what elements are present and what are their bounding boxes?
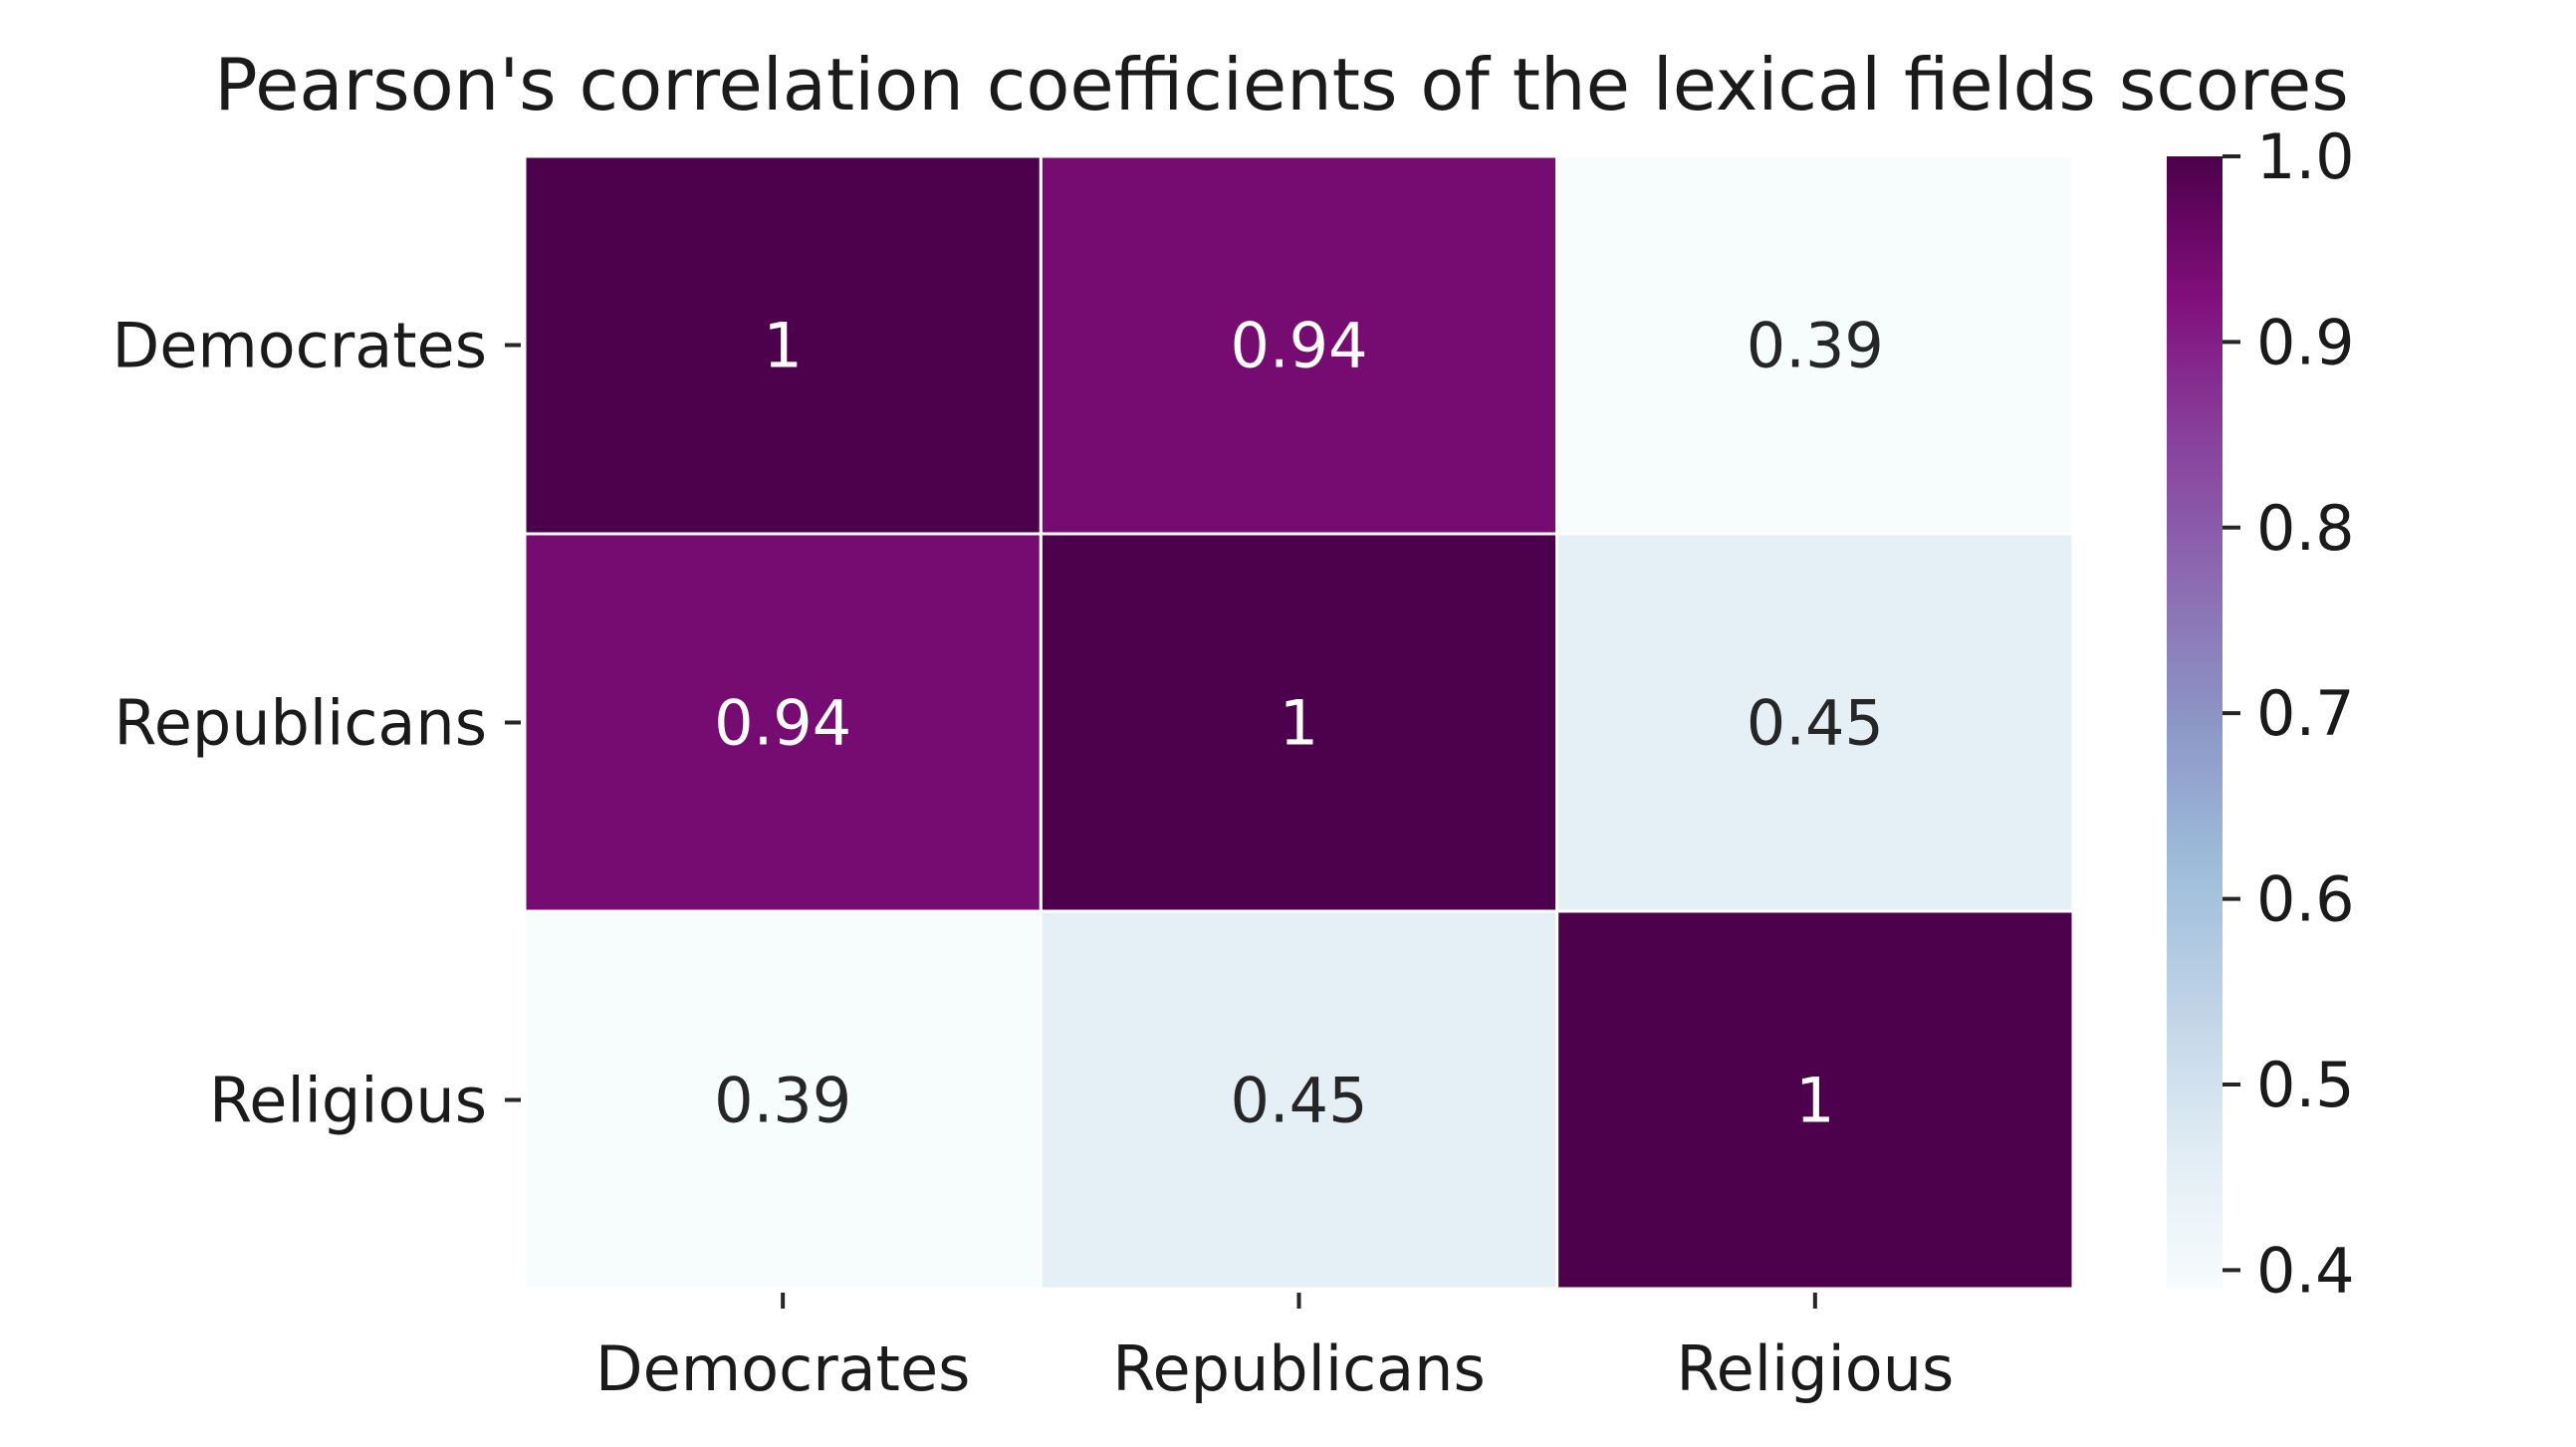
x-axis: Democrates Republicans Religious — [595, 1293, 1954, 1405]
colorbar-tick-label: 1.0 — [2256, 121, 2355, 193]
cell-value-label: 1 — [763, 310, 802, 382]
colorbar-gradient — [2167, 156, 2223, 1289]
y-tick-label: Religious — [209, 1065, 487, 1137]
cell-value-label: 0.39 — [1747, 310, 1884, 382]
heatmap-cell — [523, 909, 1043, 1291]
heatmap-cell — [1555, 154, 2075, 536]
cell-value-label: 0.94 — [1230, 310, 1367, 382]
colorbar-tick-label: 0.7 — [2256, 677, 2355, 750]
heatmap-cell — [1039, 532, 1559, 913]
cell-value-label: 1 — [1280, 687, 1318, 760]
cell-value-label: 0.45 — [1747, 687, 1884, 760]
heatmap-cell — [1555, 532, 2075, 913]
cell-value-label: 1 — [1795, 1065, 1834, 1137]
colorbar-tick-label: 0.9 — [2256, 306, 2355, 378]
x-tick-label: Religious — [1676, 1332, 1954, 1405]
x-tick-label: Republicans — [1112, 1332, 1486, 1405]
colorbar-tick-label: 0.4 — [2256, 1234, 2355, 1307]
chart-title: Pearson's correlation coefficients of th… — [214, 43, 2348, 126]
colorbar-tick-label: 0.8 — [2256, 492, 2355, 565]
cell-value-label: 0.45 — [1230, 1065, 1367, 1137]
x-tick-label: Democrates — [595, 1332, 971, 1405]
heatmap-cell — [1039, 154, 1559, 536]
heatmap-cell-labels: 1 0.94 0.39 0.94 1 0.45 0.39 0.45 1 — [714, 310, 1884, 1137]
colorbar-tick-label: 0.6 — [2256, 863, 2355, 936]
cell-value-label: 0.94 — [714, 687, 851, 760]
heatmap-cell — [523, 154, 1043, 536]
colorbar: 0.4 0.5 0.6 0.7 0.8 0.9 1.0 — [2167, 121, 2355, 1307]
y-axis: Democrates Republicans Religious — [112, 310, 521, 1137]
heatmap-cell — [1039, 909, 1559, 1291]
heatmap-cell — [523, 532, 1043, 913]
y-tick-label: Democrates — [112, 310, 487, 382]
colorbar-ticks: 0.4 0.5 0.6 0.7 0.8 0.9 1.0 — [2223, 121, 2355, 1307]
heatmap-cells — [523, 154, 2075, 1291]
y-tick-label: Republicans — [114, 687, 487, 760]
cell-value-label: 0.39 — [714, 1065, 851, 1137]
colorbar-tick-label: 0.5 — [2256, 1049, 2355, 1121]
heatmap-cell — [1555, 909, 2075, 1291]
